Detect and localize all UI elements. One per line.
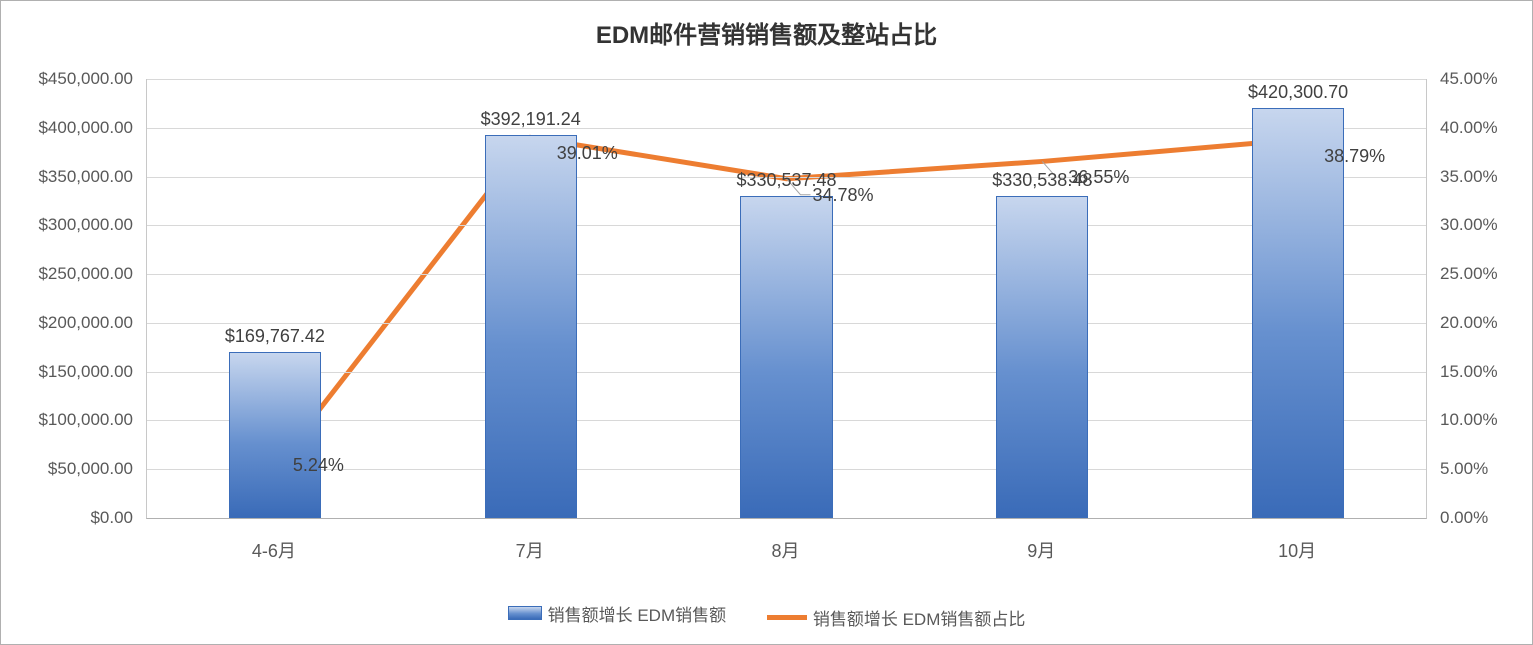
line-value-label: 36.55% bbox=[1068, 167, 1129, 188]
line-value-label: 39.01% bbox=[557, 143, 618, 164]
y-left-tick: $200,000.00 bbox=[1, 313, 133, 333]
y-right-tick: 30.00% bbox=[1440, 215, 1532, 235]
y-left-tick: $150,000.00 bbox=[1, 362, 133, 382]
y-right-tick: 25.00% bbox=[1440, 264, 1532, 284]
y-left-tick: $100,000.00 bbox=[1, 410, 133, 430]
y-left-tick: $0.00 bbox=[1, 508, 133, 528]
x-axis: 4-6月 7月 8月 9月 10月 bbox=[146, 531, 1427, 561]
bar-value-label: $392,191.24 bbox=[481, 109, 581, 130]
y-axis-left: $0.00$50,000.00$100,000.00$150,000.00$20… bbox=[1, 79, 141, 519]
bar-value-label: $420,300.70 bbox=[1248, 82, 1348, 103]
legend-swatch-bar bbox=[508, 606, 542, 620]
y-right-tick: 5.00% bbox=[1440, 459, 1532, 479]
bar bbox=[485, 135, 577, 518]
y-right-tick: 40.00% bbox=[1440, 118, 1532, 138]
y-left-tick: $250,000.00 bbox=[1, 264, 133, 284]
y-left-tick: $300,000.00 bbox=[1, 215, 133, 235]
gridline bbox=[147, 128, 1426, 129]
bar bbox=[229, 352, 321, 518]
x-tick: 8月 bbox=[771, 537, 799, 563]
x-tick: 4-6月 bbox=[252, 537, 296, 563]
legend-swatch-line bbox=[767, 615, 807, 620]
line-value-label: 5.24% bbox=[293, 455, 344, 476]
legend-label-line: 销售额增长 EDM销售额占比 bbox=[813, 605, 1026, 630]
line-value-label: 38.79% bbox=[1324, 146, 1385, 167]
x-tick: 7月 bbox=[516, 537, 544, 563]
y-axis-right: 0.00%5.00%10.00%15.00%20.00%25.00%30.00%… bbox=[1432, 79, 1532, 519]
y-right-tick: 35.00% bbox=[1440, 167, 1532, 187]
y-right-tick: 15.00% bbox=[1440, 362, 1532, 382]
y-left-tick: $50,000.00 bbox=[1, 459, 133, 479]
bar bbox=[740, 196, 832, 518]
y-left-tick: $400,000.00 bbox=[1, 118, 133, 138]
legend-item-bars: 销售额增长 EDM销售额 bbox=[508, 601, 727, 626]
y-right-tick: 0.00% bbox=[1440, 508, 1532, 528]
line-value-label: 34.78% bbox=[813, 185, 874, 206]
y-left-tick: $350,000.00 bbox=[1, 167, 133, 187]
y-right-tick: 20.00% bbox=[1440, 313, 1532, 333]
x-tick: 10月 bbox=[1278, 537, 1316, 563]
legend: 销售额增长 EDM销售额 销售额增长 EDM销售额占比 bbox=[1, 601, 1532, 631]
gridline bbox=[147, 79, 1426, 80]
chart-title: EDM邮件营销销售额及整站占比 bbox=[1, 1, 1532, 56]
chart-container: EDM邮件营销销售额及整站占比 $169,767.42 $392,191.24 $3… bbox=[0, 0, 1533, 645]
bar-value-label: $169,767.42 bbox=[225, 326, 325, 347]
legend-item-line: 销售额增长 EDM销售额占比 bbox=[767, 605, 1026, 630]
bar bbox=[996, 196, 1088, 518]
y-right-tick: 10.00% bbox=[1440, 410, 1532, 430]
y-left-tick: $450,000.00 bbox=[1, 69, 133, 89]
legend-label-bars: 销售额增长 EDM销售额 bbox=[548, 601, 727, 626]
x-tick: 9月 bbox=[1027, 537, 1055, 563]
y-right-tick: 45.00% bbox=[1440, 69, 1532, 89]
plot-area: $169,767.42$392,191.24$330,537.48$330,53… bbox=[146, 79, 1427, 519]
bar bbox=[1252, 108, 1344, 518]
